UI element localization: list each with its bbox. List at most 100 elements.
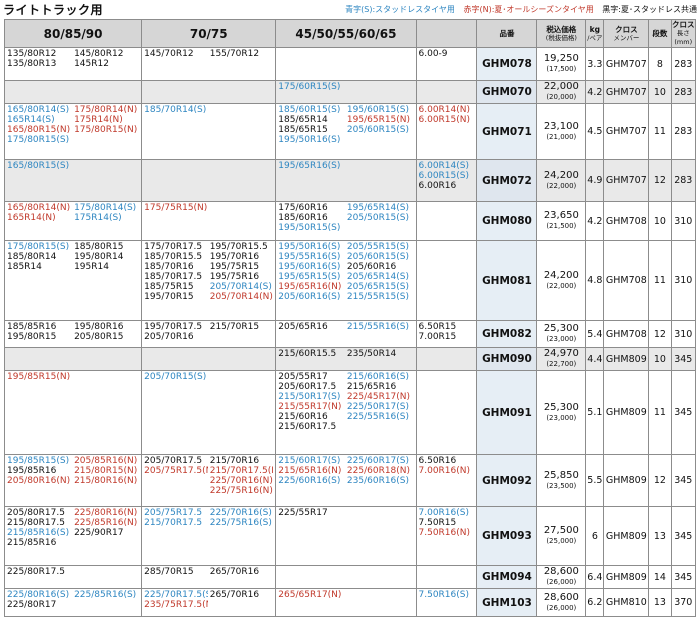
sizes-70-75: 195/70R17.5 215/70R15 205/70R16: [141, 320, 277, 348]
tire-size: 7.50R16(N): [418, 528, 471, 538]
col-cross-member: クロス メンバー: [603, 19, 650, 48]
tire-size: 135/80R12: [7, 49, 57, 59]
price: 24,200 (22,000): [536, 240, 587, 321]
tire-size: 215/70R16: [209, 456, 260, 466]
tire-size: 265/70R16: [209, 590, 260, 600]
tire-size: 215/80R15(N): [74, 466, 138, 476]
tire-size: 225/60R18(N): [346, 466, 411, 476]
tire-size: 195/65R16(S): [278, 161, 341, 171]
product-code: GHM090: [476, 347, 538, 371]
rung-count: 10: [648, 80, 672, 104]
tire-size: [347, 422, 414, 432]
tire-size: 205/60R17.5: [278, 382, 337, 392]
tire-size: 285/70R15: [144, 567, 194, 577]
cross-member: GHM707: [603, 80, 650, 104]
tire-size: 195/85R15(S): [7, 456, 70, 466]
tire-size: 215/60R15.5: [278, 349, 337, 359]
tire-size: 6.00R16: [418, 181, 457, 191]
price: 22,000 (20,000): [536, 80, 587, 104]
tire-size: 225/80R17: [7, 600, 57, 610]
tire-size: 225/55R17: [278, 508, 328, 518]
tire-size: 185/70R14(S): [144, 105, 207, 115]
tire-size: 215/65R16(N): [278, 466, 342, 476]
tire-size: 205/50R15(S): [346, 213, 410, 223]
tire-size: 225/90R17: [74, 528, 124, 538]
rung-count: 10: [648, 201, 672, 241]
price: 28,600 (26,000): [536, 588, 587, 617]
weight-kg: 4.2: [585, 201, 605, 241]
tire-size: 215/55R16(S): [346, 322, 410, 332]
cross-length: 283: [670, 103, 697, 160]
tire-size: 235/75R17.5(N): [144, 600, 208, 610]
sizes-other: 6.00R14(S) 6.00R15(S) 6.00R16: [415, 159, 478, 202]
tire-size: 205/60R15(S): [346, 125, 410, 135]
sizes-45-65: 215/60R17(S) 225/60R17(S) 215/65R16(N) 225/…: [275, 454, 417, 507]
tire-size: 195/75R16: [209, 272, 260, 282]
tire-size: 205/85R16(N): [74, 456, 138, 466]
tire-size: 205/80R15: [74, 332, 124, 342]
table-row: 165/80R14(N) 175/80R14(S) 165R14(N) 175R14(…: [3, 201, 697, 241]
color-legend: 青字(S):スタッドレスタイヤ用 赤字(N):夏･オールシーズンタイヤ用 黒字:…: [339, 4, 697, 15]
table-row: 135/80R12 145/80R12 135/80R13 145R12 145/70R…: [3, 47, 697, 81]
sizes-80-90: 195/85R15(S) 205/85R16(N) 195/85R16 215/80R…: [3, 454, 143, 507]
sizes-45-65: 205/65R16 215/55R16(S): [275, 320, 417, 348]
price: 24,970 (22,700): [536, 347, 587, 371]
tire-size: 225/60R17(S): [346, 456, 410, 466]
tire-size: 7.00R16(N): [418, 466, 471, 476]
price: 25,300 (23,000): [536, 320, 587, 348]
tire-size: 195/55R16(S): [278, 252, 341, 262]
rung-count: 10: [648, 347, 672, 371]
sizes-80-90: 175/80R15(S) 185/80R15 185/80R14 195/80R14 1…: [3, 240, 143, 321]
tire-size: 205/70R14(N): [209, 292, 273, 302]
sizes-80-90: 185/85R16 195/80R16 195/80R15 205/80R15: [3, 320, 143, 348]
tire-size: 165/80R14(N): [7, 203, 71, 213]
tire-size: 7.50R16(S): [418, 590, 469, 600]
cross-member: GHM707: [603, 47, 650, 81]
sizes-45-65: 215/60R15.5 235/50R14: [275, 347, 417, 371]
tire-size: 225/85R16(S): [74, 590, 137, 600]
tire-size: 6.00R15(N): [418, 115, 471, 125]
rung-count: 12: [648, 454, 672, 507]
tire-size: 145R12: [74, 59, 109, 69]
cross-length: 370: [670, 588, 697, 617]
tire-size: 205/65R16: [278, 322, 328, 332]
tire-size: 215/70R17.5(N): [209, 466, 274, 476]
legend-black: 黒字:夏･スタッドレス共通: [602, 5, 697, 14]
tire-size: 195/60R16(S): [278, 262, 341, 272]
col-kg: kg/ペア: [585, 19, 605, 48]
tire-size: 185R14: [7, 262, 42, 272]
sizes-other: 6.50R16 7.00R16(N): [415, 454, 478, 507]
tire-size: 205/70R15(S): [144, 372, 207, 382]
price: 23,100 (21,000): [536, 103, 587, 160]
cross-member: GHM809: [603, 506, 650, 566]
sizes-70-75: 175/75R15(N): [141, 201, 277, 241]
tire-size: 185/80R14: [7, 252, 57, 262]
weight-kg: 6.2: [585, 588, 605, 617]
product-code: GHM081: [476, 240, 538, 321]
product-code: GHM070: [476, 80, 538, 104]
tire-size: 175R14(N): [74, 115, 123, 125]
tire-size: [347, 223, 414, 233]
table-row: 215/60R15.5 235/50R14 GHM090 24,970 (22,700)…: [3, 347, 697, 371]
sizes-80-90: [3, 347, 143, 371]
price: 24,200 (22,000): [536, 159, 587, 202]
tire-size: 175/80R15(N): [74, 125, 138, 135]
tire-size: 175/60R15(S): [278, 82, 341, 92]
product-code: GHM082: [476, 320, 538, 348]
tire-size: 205/60R16(S): [278, 292, 341, 302]
tire-size: 195/70R15: [144, 292, 194, 302]
table-header-row: 80/85/90 70/75 45/50/55/60/65 品番 税込価格 (税抜…: [3, 19, 697, 48]
tire-size: 185/75R15: [144, 282, 194, 292]
col-other: [415, 19, 478, 48]
tire-size: 195/65R15(S): [278, 272, 341, 282]
tire-size: 225/80R17.5: [7, 567, 65, 577]
table-row: 225/80R16(S) 225/85R16(S) 225/80R17 225/70R…: [3, 588, 697, 617]
tire-size: 205/60R16: [346, 262, 397, 272]
weight-kg: 6: [585, 506, 605, 566]
tire-size: 225/80R16(S): [7, 590, 70, 600]
tire-size: 7.00R15: [418, 332, 457, 342]
tire-size: 225/45R17(N): [346, 392, 411, 402]
cross-length: 310: [670, 240, 697, 321]
tire-size: 205/80R16(N): [7, 476, 71, 486]
tire-size: 205/55R17: [278, 372, 328, 382]
